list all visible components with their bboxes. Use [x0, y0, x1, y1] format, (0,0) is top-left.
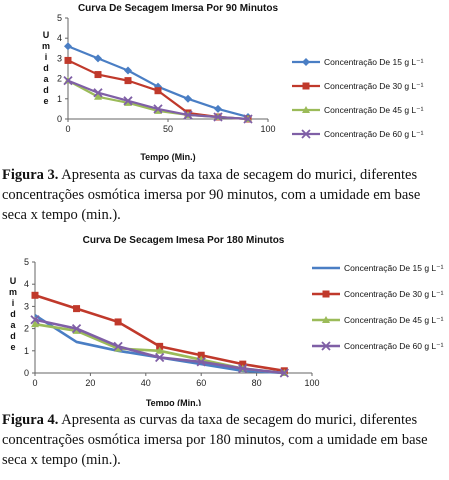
y-tick-label: 2	[24, 324, 29, 334]
legend-marker-2	[302, 82, 310, 90]
x-axis-label: Tempo (Min.)	[146, 398, 201, 406]
data-point-series-2	[197, 351, 205, 359]
data-point-series-1	[214, 104, 222, 113]
legend-marker-3	[302, 106, 310, 113]
data-point-series-3	[94, 92, 102, 100]
y-tick-label: 4	[24, 279, 29, 289]
legend-label-1: Concentração De 15 g L⁻¹	[344, 263, 444, 273]
data-point-series-4	[30, 315, 40, 325]
caption-figure-3-text: Apresenta as curvas da taxa de secagem d…	[2, 167, 421, 223]
x-tick-label: 40	[141, 378, 151, 388]
data-point-series-4	[123, 96, 133, 106]
data-point-series-3	[72, 326, 81, 334]
x-tick-label: 80	[252, 378, 262, 388]
y-tick-label: 4	[57, 33, 62, 43]
data-point-series-4	[155, 352, 165, 363]
data-point-series-4	[71, 323, 82, 334]
caption-figure-3-label: Figura 3.	[2, 167, 59, 183]
data-point-series-2	[31, 291, 39, 299]
data-point-series-4	[63, 75, 73, 86]
data-point-series-2	[73, 305, 81, 313]
chart-90-minutes: Curva De Secagem Imersa Por 90 Minutos 0 1…	[42, 3, 424, 162]
caption-figure-4-label: Figura 4.	[2, 412, 59, 428]
data-point-series-3	[114, 344, 123, 352]
legend-label-4: Concentração De 60 g L⁻¹	[344, 341, 444, 351]
legend-marker-2	[322, 290, 330, 298]
data-point-series-4	[213, 112, 223, 122]
y-tick-label: 2	[57, 74, 62, 84]
chart-title: Curva De Secagem Imersa Por 90 Minutos	[78, 3, 279, 14]
legend-label-3: Concentração De 45 g L⁻¹	[324, 105, 424, 115]
x-tick-label: 50	[163, 124, 173, 134]
legend-label-2: Concentração De 30 g L⁻¹	[344, 289, 444, 299]
x-tick-label: 20	[85, 378, 95, 388]
chart-180-minutes: Curva De Secagem Imesa Por 180 Minutos 0 1…	[9, 235, 444, 406]
x-tick-label: 60	[196, 378, 206, 388]
y-tick-label: 1	[57, 94, 62, 104]
data-point-series-4	[113, 341, 123, 351]
legend-label-2: Concentração De 30 g L⁻¹	[324, 81, 424, 91]
series-line-1	[67, 45, 249, 119]
legend-label-4: Concentração De 60 g L⁻¹	[324, 129, 424, 139]
data-point-series-4	[93, 88, 103, 98]
data-point-series-1	[124, 66, 132, 75]
x-tick-label: 0	[65, 124, 70, 134]
data-point-series-2	[94, 71, 102, 79]
y-tick-label: 5	[57, 13, 62, 23]
data-point-series-3	[155, 346, 164, 354]
y-tick-label: 0	[57, 114, 62, 124]
data-point-series-4	[243, 114, 253, 124]
data-point-series-4	[238, 363, 248, 374]
x-tick-label: 100	[260, 124, 275, 134]
legend-label-3: Concentração De 45 g L⁻¹	[344, 315, 444, 325]
data-point-series-2	[154, 87, 162, 95]
data-point-series-2	[239, 360, 247, 368]
caption-figure-3: Figura 3. Apresenta as curvas da taxa de…	[2, 165, 447, 225]
data-point-series-1	[64, 42, 72, 51]
y-tick-label: 0	[24, 368, 29, 378]
data-point-series-2	[64, 56, 72, 64]
y-tick-label: 3	[24, 301, 29, 311]
data-point-series-2	[156, 342, 164, 350]
chart-title: Curva De Secagem Imesa Por 180 Minutos	[83, 235, 285, 246]
data-point-series-1	[184, 94, 192, 103]
y-tick-label: 5	[24, 257, 29, 267]
data-point-series-2	[114, 318, 122, 326]
x-tick-label: 0	[32, 378, 37, 388]
data-point-series-1	[94, 54, 102, 63]
caption-figure-4-text: Apresenta as curvas da taxa de secagem d…	[2, 412, 428, 468]
x-axis-label: Tempo (Min.)	[140, 152, 195, 162]
series-line-2	[34, 294, 285, 373]
legend-label-1: Concentração De 15 g L⁻¹	[324, 57, 424, 67]
y-tick-label: 3	[57, 53, 62, 63]
data-point-series-4	[183, 110, 193, 120]
legend-marker-4	[301, 129, 311, 139]
legend-marker-3	[322, 316, 330, 323]
caption-figure-4: Figura 4. Apresenta as curvas da taxa de…	[2, 410, 447, 470]
data-point-series-2	[124, 77, 132, 85]
legend-marker-1	[302, 58, 310, 66]
legend-marker-4	[321, 341, 331, 351]
x-tick-label: 100	[304, 378, 319, 388]
data-point-series-4	[196, 357, 206, 367]
data-point-series-4	[279, 368, 289, 378]
y-tick-label: 1	[24, 346, 29, 356]
data-point-series-4	[153, 104, 163, 114]
data-point-series-3	[31, 320, 39, 328]
